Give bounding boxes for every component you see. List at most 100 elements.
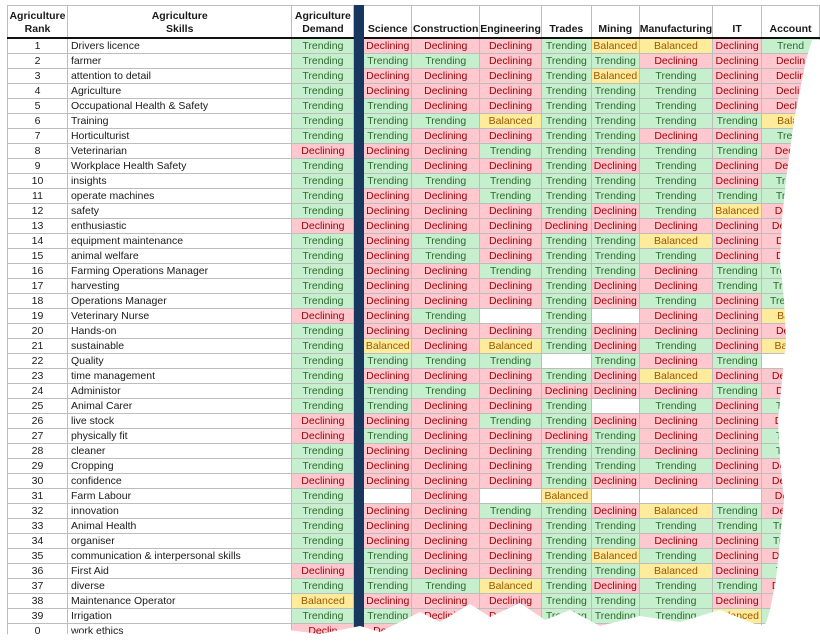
skill-cell[interactable]: operate machines [66, 188, 293, 204]
engineering-status-cell[interactable]: Declining [479, 68, 542, 84]
skill-cell[interactable]: Workplace Health Safety [66, 158, 293, 174]
demand-status-cell[interactable]: Declining [291, 143, 355, 159]
mining-status-cell[interactable]: Trending [590, 428, 640, 444]
engineering-status-cell[interactable]: Declining [479, 203, 542, 219]
rank-cell[interactable]: 29 [7, 458, 68, 474]
header-demand[interactable]: Agriculture Demand [291, 5, 355, 39]
header-science[interactable]: Science [363, 5, 413, 39]
trades-status-cell[interactable]: Trending [540, 248, 592, 264]
manufacturing-status-cell[interactable]: Trending [638, 113, 714, 129]
it-status-cell[interactable]: Declining [712, 53, 763, 69]
trades-status-cell[interactable]: Trending [540, 173, 592, 189]
manufacturing-status-cell[interactable]: Declining [638, 473, 714, 489]
science-status-cell[interactable]: Trending [363, 548, 413, 564]
demand-status-cell[interactable]: Trending [291, 203, 355, 219]
skill-cell[interactable]: Horticulturist [66, 128, 293, 144]
construction-status-cell[interactable]: Trending [411, 173, 481, 189]
manufacturing-status-cell[interactable]: Declining [638, 308, 714, 324]
demand-status-cell[interactable]: Declining [291, 308, 355, 324]
accounting-status-cell[interactable]: Trendi [761, 398, 820, 414]
demand-status-cell[interactable]: Trending [291, 323, 355, 339]
manufacturing-status-cell[interactable]: Declining [638, 218, 714, 234]
mining-status-cell[interactable]: Trending [590, 593, 640, 609]
demand-status-cell[interactable]: Declining [291, 563, 355, 579]
skill-cell[interactable]: organiser [66, 533, 293, 549]
rank-cell[interactable]: 4 [7, 83, 68, 99]
mining-status-cell[interactable]: Declining [590, 218, 640, 234]
rank-cell[interactable]: 13 [7, 218, 68, 234]
demand-status-cell[interactable]: Balanced [291, 593, 355, 609]
skill-cell[interactable]: cleaner [66, 443, 293, 459]
skill-cell[interactable]: Occupational Health & Safety [66, 98, 293, 114]
mining-status-cell[interactable]: Trending [590, 353, 640, 369]
mining-status-cell[interactable]: Declining [590, 323, 640, 339]
rank-cell[interactable]: 22 [7, 353, 68, 369]
engineering-status-cell[interactable]: Trending [479, 353, 542, 369]
skill-cell[interactable]: First Aid [66, 563, 293, 579]
table-row[interactable]: 23 time management Trending Declining Declin… [7, 368, 820, 384]
rank-cell[interactable]: 11 [7, 188, 68, 204]
manufacturing-status-cell[interactable]: Trending [638, 548, 714, 564]
header-skill[interactable]: Agriculture Skills [66, 5, 293, 39]
mining-status-cell[interactable]: Trending [590, 443, 640, 459]
accounting-status-cell[interactable]: Trendin [761, 518, 820, 534]
skill-cell[interactable]: farmer [66, 53, 293, 69]
construction-status-cell[interactable]: Trending [411, 113, 481, 129]
engineering-status-cell[interactable]: Declining [479, 458, 542, 474]
demand-status-cell[interactable]: Trending [291, 503, 355, 519]
rank-cell[interactable]: 34 [7, 533, 68, 549]
mining-status-cell[interactable]: Balanced [590, 37, 640, 54]
rank-cell[interactable]: 36 [7, 563, 68, 579]
science-status-cell[interactable]: Declining [363, 293, 413, 309]
engineering-status-cell[interactable]: Declining [479, 98, 542, 114]
rank-cell[interactable]: 7 [7, 128, 68, 144]
science-status-cell[interactable]: Trending [363, 353, 413, 369]
construction-status-cell[interactable]: Declining [411, 623, 481, 639]
trades-status-cell[interactable]: Trendin [540, 623, 592, 639]
it-status-cell[interactable]: Declining [712, 473, 763, 489]
science-status-cell[interactable]: Declining [363, 458, 413, 474]
science-status-cell[interactable]: Declining [363, 248, 413, 264]
accounting-status-cell[interactable]: Declinin [761, 578, 820, 594]
skill-cell[interactable]: Animal Carer [66, 398, 293, 414]
accounting-status-cell[interactable]: Declin [761, 383, 820, 399]
it-status-cell[interactable]: Declining [712, 98, 763, 114]
demand-status-cell[interactable]: Trending [291, 578, 355, 594]
engineering-status-cell[interactable]: Trending [479, 173, 542, 189]
accounting-status-cell[interactable]: Declini [761, 143, 820, 159]
rank-cell[interactable]: 30 [7, 473, 68, 489]
engineering-status-cell[interactable]: Declining [479, 83, 542, 99]
table-row[interactable]: 19 Veterinary Nurse Declining Declining Tren… [7, 308, 820, 324]
it-status-cell[interactable]: Declining [712, 443, 763, 459]
rank-cell[interactable]: 6 [7, 113, 68, 129]
science-status-cell[interactable]: Declining [363, 233, 413, 249]
skill-cell[interactable]: Training [66, 113, 293, 129]
table-row[interactable]: 11 operate machines Trending Declining Decli… [7, 188, 820, 204]
construction-status-cell[interactable]: Trending [411, 353, 481, 369]
demand-status-cell[interactable]: Trending [291, 128, 355, 144]
mining-status-cell[interactable]: Trending [590, 173, 640, 189]
demand-status-cell[interactable]: Trending [291, 278, 355, 294]
accounting-status-cell[interactable] [761, 353, 820, 369]
accounting-status-cell[interactable]: Declini [761, 413, 820, 429]
it-status-cell[interactable]: Declining [712, 173, 763, 189]
mining-status-cell[interactable]: Declining [590, 203, 640, 219]
manufacturing-status-cell[interactable] [638, 623, 714, 639]
trades-status-cell[interactable]: Trending [540, 608, 592, 624]
skill-cell[interactable]: time management [66, 368, 293, 384]
mining-status-cell[interactable]: Trending [590, 263, 640, 279]
skill-cell[interactable]: Drivers licence [66, 37, 293, 54]
engineering-status-cell[interactable]: Declining [479, 548, 542, 564]
it-status-cell[interactable]: Declining [712, 548, 763, 564]
construction-status-cell[interactable]: Declining [411, 158, 481, 174]
table-row[interactable]: 15 animal welfare Trending Declining Trendin… [7, 248, 820, 264]
trades-status-cell[interactable]: Trending [540, 413, 592, 429]
skill-cell[interactable]: communication & interpersonal skills [66, 548, 293, 564]
manufacturing-status-cell[interactable]: Declining [638, 128, 714, 144]
table-row[interactable]: 24 Administor Trending Trending Trending Decl… [7, 383, 820, 399]
demand-status-cell[interactable]: Trending [291, 53, 355, 69]
skill-cell[interactable]: Agriculture [66, 83, 293, 99]
trades-status-cell[interactable]: Trending [540, 308, 592, 324]
manufacturing-status-cell[interactable]: Trending [638, 398, 714, 414]
rank-cell[interactable]: 2 [7, 53, 68, 69]
